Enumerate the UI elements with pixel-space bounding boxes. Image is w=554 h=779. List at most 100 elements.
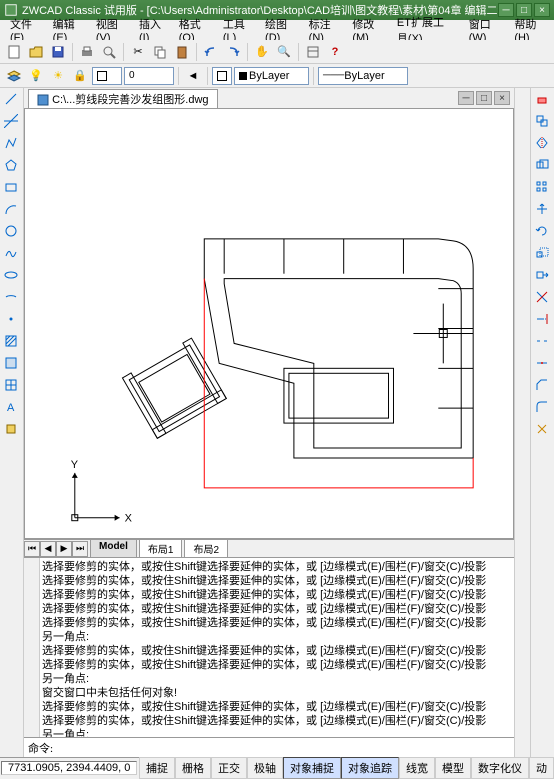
copy-tool[interactable]: [531, 110, 553, 132]
status-对象追踪[interactable]: 对象追踪: [341, 757, 399, 779]
point-tool[interactable]: [0, 308, 22, 330]
prev-sheet-button[interactable]: ◀: [40, 541, 56, 557]
preview-button[interactable]: [99, 42, 119, 62]
properties-button[interactable]: [303, 42, 323, 62]
color-combo[interactable]: [92, 67, 122, 85]
linetype-combo[interactable]: ─── ByLayer: [318, 67, 408, 85]
arc-tool[interactable]: [0, 198, 22, 220]
command-line: 选择要修剪的实体，或按住Shift键选择要延伸的实体，或 [边缘模式(E)/围栏…: [42, 574, 512, 588]
stretch-tool[interactable]: [531, 264, 553, 286]
document-tabs: C:\...剪线段完善沙发组图形.dwg ─ □ ×: [24, 88, 514, 108]
doc-maximize-button[interactable]: □: [476, 91, 492, 105]
command-line: 窗交窗口中未包括任何对象!: [42, 686, 512, 700]
new-button[interactable]: [4, 42, 24, 62]
doc-close-button[interactable]: ×: [494, 91, 510, 105]
color-picker[interactable]: [212, 67, 232, 85]
open-button[interactable]: [26, 42, 46, 62]
earc-tool[interactable]: [0, 286, 22, 308]
command-line: 选择要修剪的实体，或按住Shift键选择要延伸的实体，或 [边缘模式(E)/围栏…: [42, 616, 512, 630]
pline-tool[interactable]: [0, 132, 22, 154]
redo-button[interactable]: [223, 42, 243, 62]
ellipse-tool[interactable]: [0, 264, 22, 286]
sheet-tab[interactable]: Model: [90, 539, 137, 558]
prev-layer-button[interactable]: ◄: [183, 66, 203, 86]
coordinates-display: 7731.0905, 2394.4409, 0: [1, 761, 137, 775]
table-tool[interactable]: [0, 374, 22, 396]
mirror-tool[interactable]: [531, 132, 553, 154]
chamfer-tool[interactable]: [531, 374, 553, 396]
status-捕捉[interactable]: 捕捉: [139, 757, 175, 779]
command-line: 选择要修剪的实体，或按住Shift键选择要延伸的实体，或 [边缘模式(E)/围栏…: [42, 588, 512, 602]
doc-minimize-button[interactable]: ─: [458, 91, 474, 105]
status-正交[interactable]: 正交: [211, 757, 247, 779]
last-sheet-button[interactable]: ⏭: [72, 541, 88, 557]
mtext-tool[interactable]: A: [0, 396, 22, 418]
undo-button[interactable]: [201, 42, 221, 62]
trim-tool[interactable]: [531, 286, 553, 308]
array-tool[interactable]: [531, 176, 553, 198]
right-toolbar: [530, 88, 554, 757]
status-极轴[interactable]: 极轴: [247, 757, 283, 779]
command-history: 选择要修剪的实体，或按住Shift键选择要延伸的实体，或 [边缘模式(E)/围栏…: [40, 558, 514, 737]
layer-combo[interactable]: ByLayer: [234, 67, 309, 85]
layer-name-combo[interactable]: 0: [124, 67, 174, 85]
command-line: 选择要修剪的实体，或按住Shift键选择要延伸的实体，或 [边缘模式(E)/围栏…: [42, 644, 512, 658]
help-button[interactable]: ?: [325, 42, 345, 62]
block-tool[interactable]: [0, 418, 22, 440]
move-tool[interactable]: [531, 198, 553, 220]
fillet-tool[interactable]: [531, 396, 553, 418]
line-tool[interactable]: [0, 88, 22, 110]
spline-tool[interactable]: [0, 242, 22, 264]
command-scrollbar[interactable]: [24, 558, 40, 737]
command-prompt-label: 命令:: [28, 740, 53, 756]
region-tool[interactable]: [0, 352, 22, 374]
status-bar: 7731.0905, 2394.4409, 0 捕捉栅格正交极轴对象捕捉对象追踪…: [0, 757, 554, 777]
first-sheet-button[interactable]: ⏮: [24, 541, 40, 557]
svg-text:Y: Y: [71, 459, 79, 471]
menu-bar: 文件(F)编辑(E)视图(V)插入(I)格式(O)工具(L)绘图(D)标注(N)…: [0, 20, 554, 40]
zoom-button[interactable]: 🔍: [274, 42, 294, 62]
polygon-tool[interactable]: [0, 154, 22, 176]
break-tool[interactable]: [531, 330, 553, 352]
explode-tool[interactable]: [531, 418, 553, 440]
offset-tool[interactable]: [531, 154, 553, 176]
hatch-tool[interactable]: [0, 330, 22, 352]
erase-tool[interactable]: [531, 88, 553, 110]
sheet-tab[interactable]: 布局2: [184, 539, 228, 558]
status-线宽[interactable]: 线宽: [399, 757, 435, 779]
next-sheet-button[interactable]: ▶: [56, 541, 72, 557]
status-数字化仪[interactable]: 数字化仪: [471, 757, 529, 779]
scale-tool[interactable]: [531, 242, 553, 264]
circle-tool[interactable]: [0, 220, 22, 242]
command-line: 另一角点:: [42, 630, 512, 644]
vertical-scrollbar[interactable]: [514, 88, 530, 757]
rect-tool[interactable]: [0, 176, 22, 198]
pan-button[interactable]: ✋: [252, 42, 272, 62]
print-button[interactable]: [77, 42, 97, 62]
paste-button[interactable]: [172, 42, 192, 62]
status-栅格[interactable]: 栅格: [175, 757, 211, 779]
xline-tool[interactable]: [0, 110, 22, 132]
cut-button[interactable]: ✂: [128, 42, 148, 62]
svg-text:A: A: [7, 402, 15, 414]
status-对象捕捉[interactable]: 对象捕捉: [283, 757, 341, 779]
join-tool[interactable]: [531, 352, 553, 374]
command-line: 选择要修剪的实体，或按住Shift键选择要延伸的实体，或 [边缘模式(E)/围栏…: [42, 560, 512, 574]
copy-button[interactable]: [150, 42, 170, 62]
sheet-tab[interactable]: 布局1: [139, 539, 183, 558]
freeze-icon[interactable]: ☀: [48, 66, 68, 86]
status-动[interactable]: 动: [529, 757, 554, 779]
drawing-canvas[interactable]: XY: [24, 108, 514, 539]
command-line: 另一角点:: [42, 728, 512, 737]
rotate-tool[interactable]: [531, 220, 553, 242]
lock-icon[interactable]: 🔒: [70, 66, 90, 86]
document-tab[interactable]: C:\...剪线段完善沙发组图形.dwg: [28, 89, 218, 108]
status-模型[interactable]: 模型: [435, 757, 471, 779]
command-input[interactable]: [57, 742, 510, 754]
light-icon[interactable]: 💡: [26, 66, 46, 86]
layer-button[interactable]: [4, 66, 24, 86]
save-button[interactable]: [48, 42, 68, 62]
svg-text:X: X: [125, 513, 133, 525]
extend-tool[interactable]: [531, 308, 553, 330]
command-line: 选择要修剪的实体，或按住Shift键选择要延伸的实体，或 [边缘模式(E)/围栏…: [42, 714, 512, 728]
